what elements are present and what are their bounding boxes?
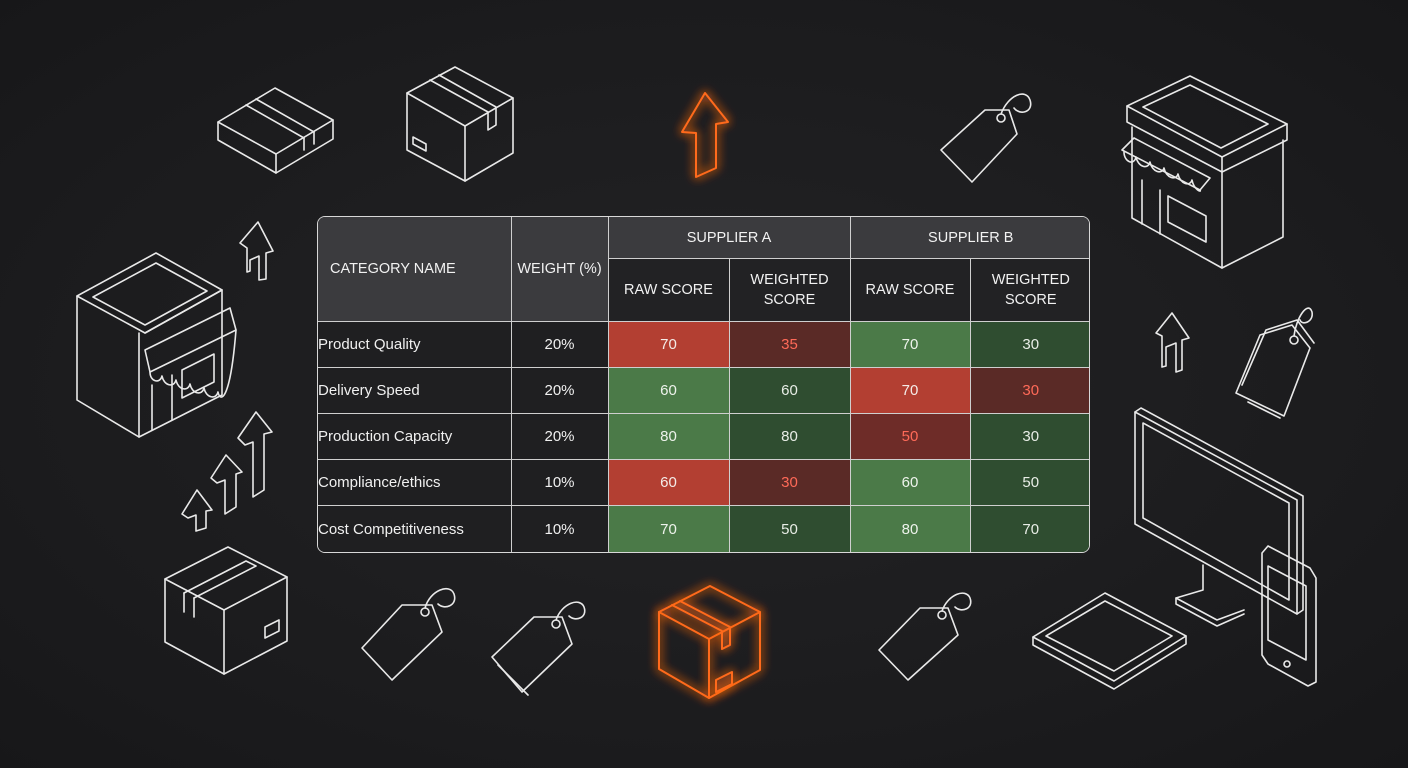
row-b-weighted: 70	[969, 505, 1089, 552]
table-row: Compliance/ethics 10% 60 30 60 50	[318, 459, 1089, 507]
row-a-weighted: 30	[728, 459, 851, 507]
row-b-raw: 50	[849, 413, 971, 461]
header-b-weighted-score: WEIGHTED SCORE	[969, 258, 1089, 322]
growth-arrows-icon	[181, 411, 273, 532]
row-category: Production Capacity	[318, 413, 512, 461]
row-category: Cost Competitiveness	[318, 505, 512, 552]
phone-icon	[1261, 545, 1317, 687]
storefront-icon	[76, 252, 237, 438]
row-b-weighted: 30	[969, 413, 1089, 461]
score-table: CATEGORY NAME WEIGHT (%) SUPPLIER A SUPP…	[318, 217, 1089, 552]
table-row: Cost Competitiveness 10% 70 50 80 70	[318, 505, 1089, 552]
row-a-raw: 70	[607, 505, 730, 552]
row-b-weighted: 30	[969, 320, 1089, 369]
row-b-raw: 60	[849, 459, 971, 507]
header-b-raw-score: RAW SCORE	[849, 258, 971, 322]
row-b-weighted: 30	[969, 367, 1089, 415]
header-supplier-a: SUPPLIER A	[607, 217, 851, 259]
row-b-raw: 70	[849, 320, 971, 369]
header-a-raw-score: RAW SCORE	[608, 258, 730, 322]
header-a-weighted-score: WEIGHTED SCORE	[728, 258, 851, 322]
row-weight: 10%	[510, 459, 609, 507]
monitor-icon	[1134, 407, 1304, 627]
row-weight: 10%	[510, 505, 609, 552]
row-a-raw: 60	[607, 459, 730, 507]
price-tag-icon	[878, 592, 972, 681]
row-a-raw: 70	[607, 320, 730, 369]
row-b-raw: 80	[849, 505, 971, 552]
cube-box-icon	[406, 66, 514, 182]
row-weight: 20%	[510, 413, 609, 461]
row-a-weighted: 35	[728, 320, 851, 369]
header-supplier-b: SUPPLIER B	[849, 217, 1089, 259]
header-category: CATEGORY NAME	[318, 217, 512, 322]
price-tag-icon	[361, 588, 456, 681]
up-arrow-icon	[239, 221, 274, 281]
table-row: Product Quality 20% 70 35 70 30	[318, 320, 1089, 369]
row-a-raw: 60	[607, 367, 730, 415]
supplier-scorecard-table: CATEGORY NAME WEIGHT (%) SUPPLIER A SUPP…	[317, 216, 1090, 553]
row-a-weighted: 80	[728, 413, 851, 461]
row-a-raw: 80	[607, 413, 730, 461]
flat-box-icon	[217, 87, 334, 174]
price-tag-icon	[940, 93, 1032, 183]
row-a-weighted: 50	[728, 505, 851, 552]
storefront-icon	[1121, 75, 1288, 269]
row-b-weighted: 50	[969, 459, 1089, 507]
row-weight: 20%	[510, 367, 609, 415]
table-row: Delivery Speed 20% 60 60 70 30	[318, 367, 1089, 415]
up-arrow-icon	[1155, 312, 1190, 373]
tag-pair-icon	[1235, 307, 1315, 419]
row-category: Delivery Speed	[318, 367, 512, 415]
row-category: Compliance/ethics	[318, 459, 512, 507]
row-b-raw: 70	[849, 367, 971, 415]
header-weight: WEIGHT (%)	[510, 217, 609, 322]
price-tag-icon	[491, 601, 586, 696]
cube-box-glow-icon	[658, 585, 761, 699]
cube-box-icon	[164, 546, 288, 675]
tablet-icon	[1032, 592, 1187, 690]
table-row: Production Capacity 20% 80 80 50 30	[318, 413, 1089, 461]
row-a-weighted: 60	[728, 367, 851, 415]
row-weight: 20%	[510, 320, 609, 369]
row-category: Product Quality	[318, 320, 512, 369]
up-arrow-glow-icon	[681, 92, 729, 178]
